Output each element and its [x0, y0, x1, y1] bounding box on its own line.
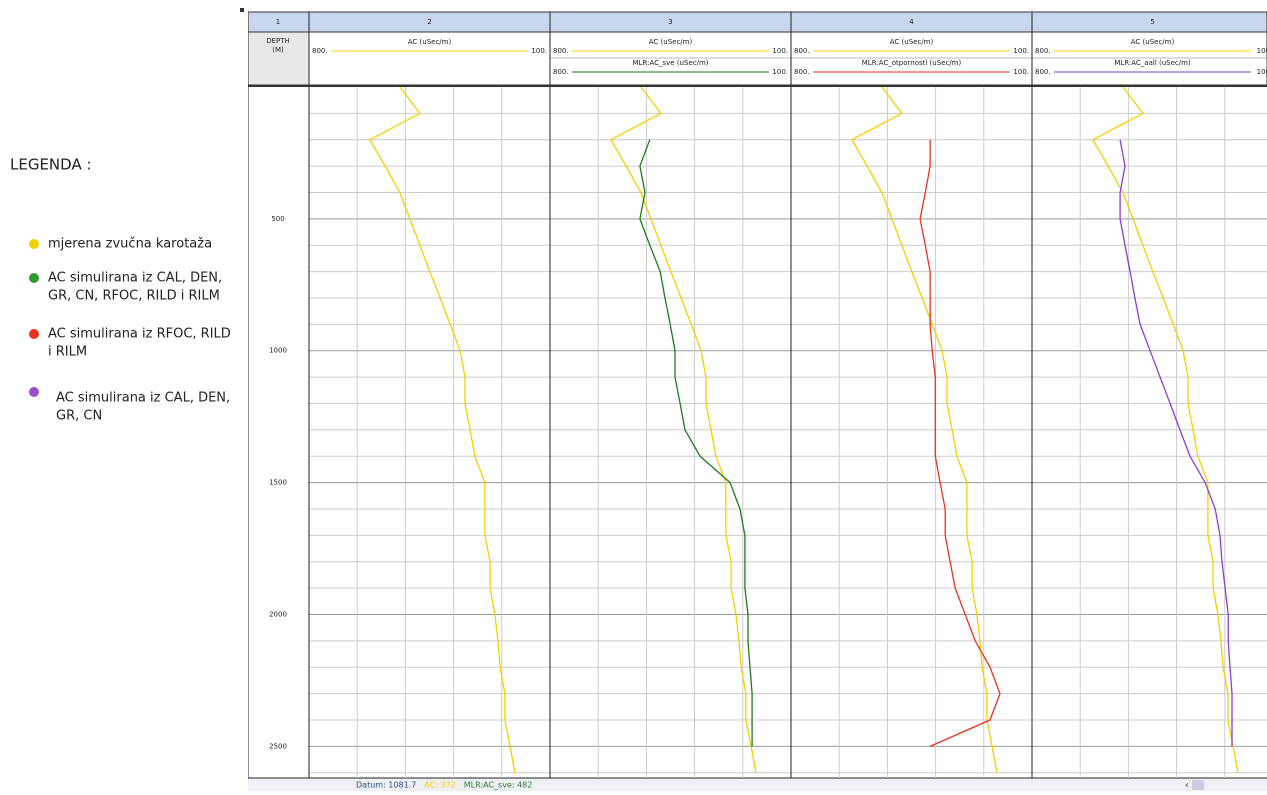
- legend-text: AC simulirana iz RFOC, RILD: [48, 327, 231, 342]
- depth-unit: (M): [272, 46, 284, 54]
- scale-left: 800.: [1035, 68, 1051, 76]
- legend-text: i RILM: [48, 345, 87, 360]
- legend-text: AC simulirana iz CAL, DEN,: [56, 391, 230, 406]
- track-number: 2: [427, 18, 431, 26]
- curve-label: MLR:AC_aall (uSec/m): [1114, 59, 1191, 67]
- scale-right: 100.: [531, 47, 547, 55]
- scale-left: 800.: [794, 47, 810, 55]
- scale-left: 800.: [1035, 47, 1051, 55]
- scroll-thumb[interactable]: [1192, 780, 1204, 790]
- scale-left: 800.: [553, 47, 569, 55]
- scale-right: 100: [1257, 47, 1267, 55]
- depth-tick-label: 2000: [269, 610, 287, 618]
- depth-tick-label: 1000: [269, 347, 287, 355]
- status-bar: [248, 778, 1267, 791]
- legend-text: mjerena zvučna karotaža: [48, 237, 212, 252]
- log-curve: [850, 86, 998, 773]
- scroll-arrow[interactable]: ‹: [1185, 780, 1189, 791]
- depth-header-bg: [248, 31, 310, 86]
- curve-label: MLR:AC_otpornosti (uSec/m): [862, 59, 962, 67]
- legend-dot: [29, 239, 39, 249]
- curve-label: AC (uSec/m): [649, 38, 693, 46]
- log-area: 1 DEPTH(M) 500 1000 1500 2000 2500 2 AC (uSec/m)…: [248, 11, 1267, 779]
- legend-text: GR, CN, RFOC, RILD i RILM: [48, 289, 220, 304]
- depth-tick-label: 500: [271, 215, 284, 223]
- depth-title: DEPTH: [266, 37, 290, 45]
- status-text: AC: 372: [424, 781, 455, 790]
- legend-text: AC simulirana iz CAL, DEN,: [48, 271, 222, 286]
- log-curve: [919, 139, 1001, 747]
- legend-dot: [29, 387, 39, 397]
- track-number: 5: [1150, 18, 1154, 26]
- depth-tick-label: 1500: [269, 479, 287, 487]
- scale-left: 800.: [794, 68, 810, 76]
- scale-left: 800.: [312, 47, 328, 55]
- legend-dot: [29, 273, 39, 283]
- log-curve: [1119, 139, 1233, 747]
- legend-title: LEGENDA :: [10, 156, 92, 174]
- scale-right: 100.: [1013, 68, 1029, 76]
- status-text: Datum: 1081.7: [356, 781, 416, 790]
- scale-right: 100.: [772, 68, 788, 76]
- log-curve: [609, 86, 757, 773]
- log-curve: [368, 86, 516, 773]
- track-number: 1: [276, 18, 280, 26]
- depth-tick-label: 2500: [269, 742, 287, 750]
- scale-right: 100.: [1013, 47, 1029, 55]
- track-number: 4: [909, 18, 914, 26]
- curve-label: AC (uSec/m): [890, 38, 934, 46]
- log-curve: [639, 139, 753, 747]
- scale-left: 800.: [553, 68, 569, 76]
- status-text: MLR:AC_sve: 482: [464, 781, 533, 790]
- track-number: 3: [668, 18, 672, 26]
- corner-mark: [240, 8, 244, 12]
- scale-right: 100.: [772, 47, 788, 55]
- scale-right: 100: [1257, 68, 1267, 76]
- curve-label: MLR:AC_sve (uSec/m): [633, 59, 709, 67]
- header-bar: [248, 11, 1267, 33]
- log-curve: [1091, 86, 1239, 773]
- legend-text: GR, CN: [56, 409, 102, 424]
- legend-dot: [29, 329, 39, 339]
- curve-label: AC (uSec/m): [408, 38, 452, 46]
- curve-label: AC (uSec/m): [1131, 38, 1175, 46]
